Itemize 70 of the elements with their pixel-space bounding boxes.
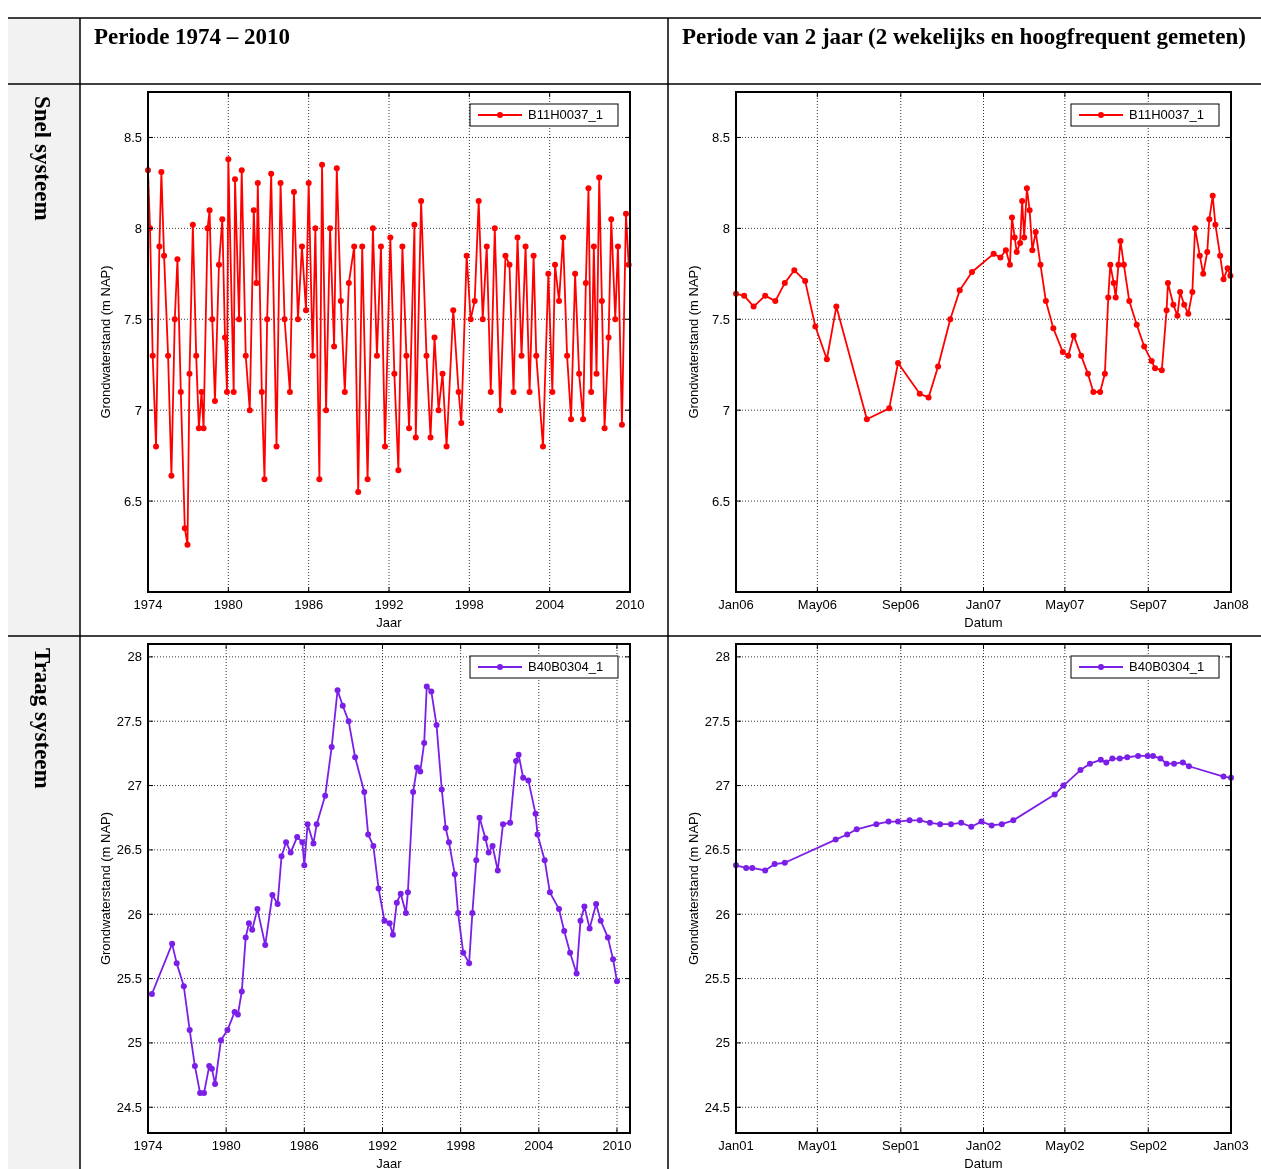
x-tick-label: 1992 <box>374 597 404 612</box>
y-tick-label: 26 <box>127 906 142 922</box>
x-tick-label: 2004 <box>535 597 565 612</box>
legend-label: B40B0304_1 <box>1129 659 1205 674</box>
y-tick-label: 8 <box>134 220 142 236</box>
x-tick-label: Jan07 <box>965 597 1002 612</box>
x-tick-label: 2010 <box>602 1138 632 1153</box>
x-tick-label: Jan03 <box>1213 1138 1249 1153</box>
x-tick-label: 1986 <box>294 597 324 612</box>
y-tick-label: 28 <box>127 649 142 665</box>
y-axis-title: Grondwaterstand (m NAP) <box>98 265 113 419</box>
x-tick-label: 1980 <box>211 1138 241 1153</box>
y-tick-label: 26.5 <box>116 842 142 858</box>
y-tick-label: 28 <box>715 649 730 665</box>
y-tick-label: 7 <box>722 402 730 418</box>
text: Traag systeem <box>30 648 55 789</box>
chart-title: Periode van 2 jaar (2 wekelijks en hoogfrequent gemeten) <box>682 24 1246 49</box>
x-tick-label: May06 <box>797 597 837 612</box>
y-tick-label: 27.5 <box>116 713 142 729</box>
y-tick-label: 25.5 <box>116 971 142 987</box>
y-tick-label: 25 <box>715 1035 730 1051</box>
y-tick-label: 26 <box>715 906 730 922</box>
x-tick-label: 1974 <box>133 1138 163 1153</box>
x-tick-label: Sep06 <box>881 597 920 612</box>
x-tick-label: 2004 <box>524 1138 554 1153</box>
y-axis-title: Grondwaterstand (m NAP) <box>98 811 113 966</box>
x-tick-label: Sep01 <box>881 1138 920 1153</box>
y-tick-label: 6.5 <box>711 493 730 509</box>
legend-label: B11H0037_1 <box>1129 107 1204 122</box>
x-tick-label: Jan02 <box>965 1138 1002 1153</box>
y-tick-label: 7.5 <box>711 311 730 327</box>
x-axis-title: Datum <box>964 1156 1003 1169</box>
x-tick-label: Sep02 <box>1129 1138 1168 1153</box>
x-tick-label: Jan01 <box>718 1138 754 1153</box>
x-tick-label: 2010 <box>615 597 645 612</box>
y-tick-label: 24.5 <box>704 1099 730 1115</box>
y-tick-label: 27 <box>715 778 730 794</box>
x-tick-label: Jan06 <box>718 597 754 612</box>
y-tick-label: 8.5 <box>123 129 142 145</box>
text: Snel systeem <box>30 96 55 221</box>
x-tick-label: 1992 <box>368 1138 397 1153</box>
y-tick-label: 7 <box>134 402 142 418</box>
y-tick-label: 27 <box>127 778 142 794</box>
x-axis-title: Jaar <box>376 1156 403 1169</box>
x-tick-label: 1998 <box>446 1138 476 1153</box>
y-axis-title: Grondwaterstand (m NAP) <box>686 811 701 966</box>
y-tick-label: 6.5 <box>123 493 142 509</box>
y-tick-label: 8.5 <box>711 129 730 145</box>
x-tick-label: 1986 <box>289 1138 319 1153</box>
legend-label: B40B0304_1 <box>528 659 604 674</box>
legend-label: B11H0037_1 <box>528 107 603 122</box>
x-tick-label: 1974 <box>133 597 163 612</box>
y-tick-label: 27.5 <box>704 713 730 729</box>
x-tick-label: Sep07 <box>1129 597 1168 612</box>
y-tick-label: 25 <box>127 1035 142 1051</box>
y-tick-label: 25.5 <box>704 971 730 987</box>
x-tick-label: Jan08 <box>1213 597 1249 612</box>
x-axis-title: Jaar <box>376 615 403 630</box>
y-axis-title: Grondwaterstand (m NAP) <box>686 265 701 419</box>
x-tick-label: May01 <box>797 1138 837 1153</box>
x-tick-label: 1998 <box>454 597 484 612</box>
x-tick-label: 1980 <box>213 597 243 612</box>
y-tick-label: 24.5 <box>116 1099 142 1115</box>
chart-title: Periode 1974 – 2010 <box>94 24 291 49</box>
y-tick-label: 7.5 <box>123 311 142 327</box>
y-tick-label: 26.5 <box>704 842 730 858</box>
x-tick-label: May07 <box>1045 597 1085 612</box>
x-tick-label: May02 <box>1045 1138 1085 1153</box>
x-axis-title: Datum <box>964 615 1003 630</box>
y-tick-label: 8 <box>722 220 730 236</box>
